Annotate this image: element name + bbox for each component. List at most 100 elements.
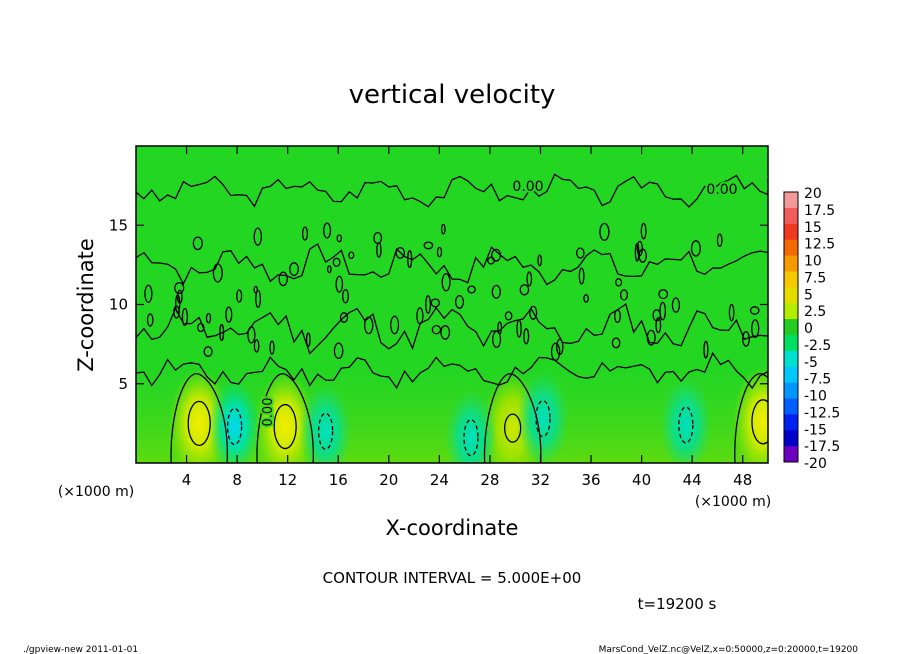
contour-blob [144, 284, 153, 303]
colorbar-swatch [784, 239, 798, 257]
contour-blob [659, 301, 667, 321]
contour-blob [583, 294, 589, 303]
colorbar-label: 20 [804, 186, 822, 202]
colorbar-swatch [784, 207, 798, 225]
downdraft-core [517, 370, 570, 463]
contour-blob [529, 305, 538, 320]
contour-blob [467, 285, 476, 294]
contour-blob [454, 294, 465, 309]
colorbar-label: 2.5 [804, 304, 826, 320]
contour-blob [301, 226, 309, 241]
contour-blob [212, 263, 223, 283]
contour-blob [749, 306, 760, 315]
updraft-contour [504, 413, 522, 443]
downdraft-core [299, 383, 352, 463]
time-label: t=19200 s [638, 595, 717, 613]
contour-blob [640, 222, 647, 240]
contour-blob [181, 307, 189, 327]
colorbar-swatch [784, 334, 798, 352]
downdraft-core [208, 378, 261, 463]
colorbar-swatch [784, 192, 798, 209]
contour-blob [305, 332, 311, 347]
updraft-contour [751, 399, 768, 445]
colorbar-swatch [784, 303, 798, 320]
contour-blob [205, 312, 212, 324]
contour-blob [440, 325, 451, 340]
colorbar-label: -2.5 [804, 338, 831, 354]
updraft-envelope [170, 373, 228, 463]
x-tick-label: 12 [278, 471, 297, 489]
contour-blob [203, 346, 213, 357]
contour-blob [504, 311, 513, 321]
contour-blob [363, 316, 374, 335]
contour-blob [146, 313, 154, 327]
colorbar-label: -17.5 [804, 439, 840, 455]
contour-blob [289, 262, 300, 277]
contour-blob [599, 222, 610, 241]
contour-label: 0.00 [512, 179, 543, 195]
contour-blob [716, 233, 723, 248]
downdraft-contour [678, 406, 694, 444]
contour-blob [219, 323, 225, 342]
x-tick-label: 40 [632, 471, 651, 489]
colorbar-swatch [784, 350, 798, 368]
x-axis-unit-right: (×1000 m) [695, 494, 771, 510]
x-tick-label: 48 [733, 471, 752, 489]
colorbar-swatch [784, 382, 798, 399]
colorbar-swatch [784, 366, 798, 384]
contour-blob [751, 319, 760, 338]
colorbar-swatch [784, 287, 798, 304]
updraft-contour [187, 400, 211, 447]
downdraft-contour [535, 399, 551, 438]
contour-blob [197, 322, 205, 333]
colorbar-label: -20 [804, 456, 827, 472]
contour-blob [253, 339, 260, 353]
contour-blob [516, 319, 522, 338]
contour-blob [323, 222, 332, 239]
contour-blob [332, 257, 341, 267]
contour-blob [225, 306, 233, 323]
colorbar-label: -7.5 [804, 372, 831, 388]
contour-interval-text: CONTOUR INTERVAL = 5.000E+00 [323, 569, 582, 587]
updraft-core [732, 366, 768, 463]
contour-blob [440, 223, 446, 235]
colorbar-swatch [784, 223, 798, 241]
contour-blob [436, 246, 443, 258]
colorbar-swatch [784, 414, 798, 431]
footer-left: ./gpview-new 2011-01-01 [23, 645, 138, 654]
contour-blob [615, 278, 623, 287]
colorbar-label: 12.5 [804, 237, 835, 253]
contour-blob [491, 284, 501, 299]
colorbar-label: 7.5 [804, 270, 826, 286]
contour-label: 0.00 [261, 398, 276, 427]
contour-blob [652, 309, 661, 322]
contour-line [136, 351, 768, 390]
contour-blob [519, 284, 530, 296]
contour-blob [526, 271, 533, 287]
x-axis-unit-left: (×1000 m) [58, 484, 134, 500]
contour-blob [430, 298, 441, 308]
colorbar-swatch [784, 255, 798, 272]
contour-blob [326, 265, 332, 274]
colorbar-label: 0 [804, 321, 813, 337]
contour-blob [395, 246, 406, 259]
contour-blob [278, 271, 288, 287]
x-tick-label: 16 [329, 471, 348, 489]
contour-blob [425, 295, 432, 314]
contour-blob [611, 337, 621, 349]
colorbar-label: -15 [804, 422, 827, 438]
updraft-envelope [256, 373, 314, 463]
contour-blob [614, 309, 621, 324]
chart-title: vertical velocity [349, 80, 556, 110]
contour-line [136, 303, 768, 355]
colorbar-swatch [784, 446, 798, 463]
x-tick-label: 28 [480, 471, 499, 489]
contour-blob [703, 340, 709, 359]
contour-blob [335, 275, 344, 293]
colorbar-swatch [784, 398, 798, 415]
contour-line [136, 243, 768, 286]
y-axis-label: Z-coordinate [74, 238, 98, 372]
y-axis: 5 10 15 [109, 216, 768, 393]
colorbar-swatch [784, 319, 798, 336]
